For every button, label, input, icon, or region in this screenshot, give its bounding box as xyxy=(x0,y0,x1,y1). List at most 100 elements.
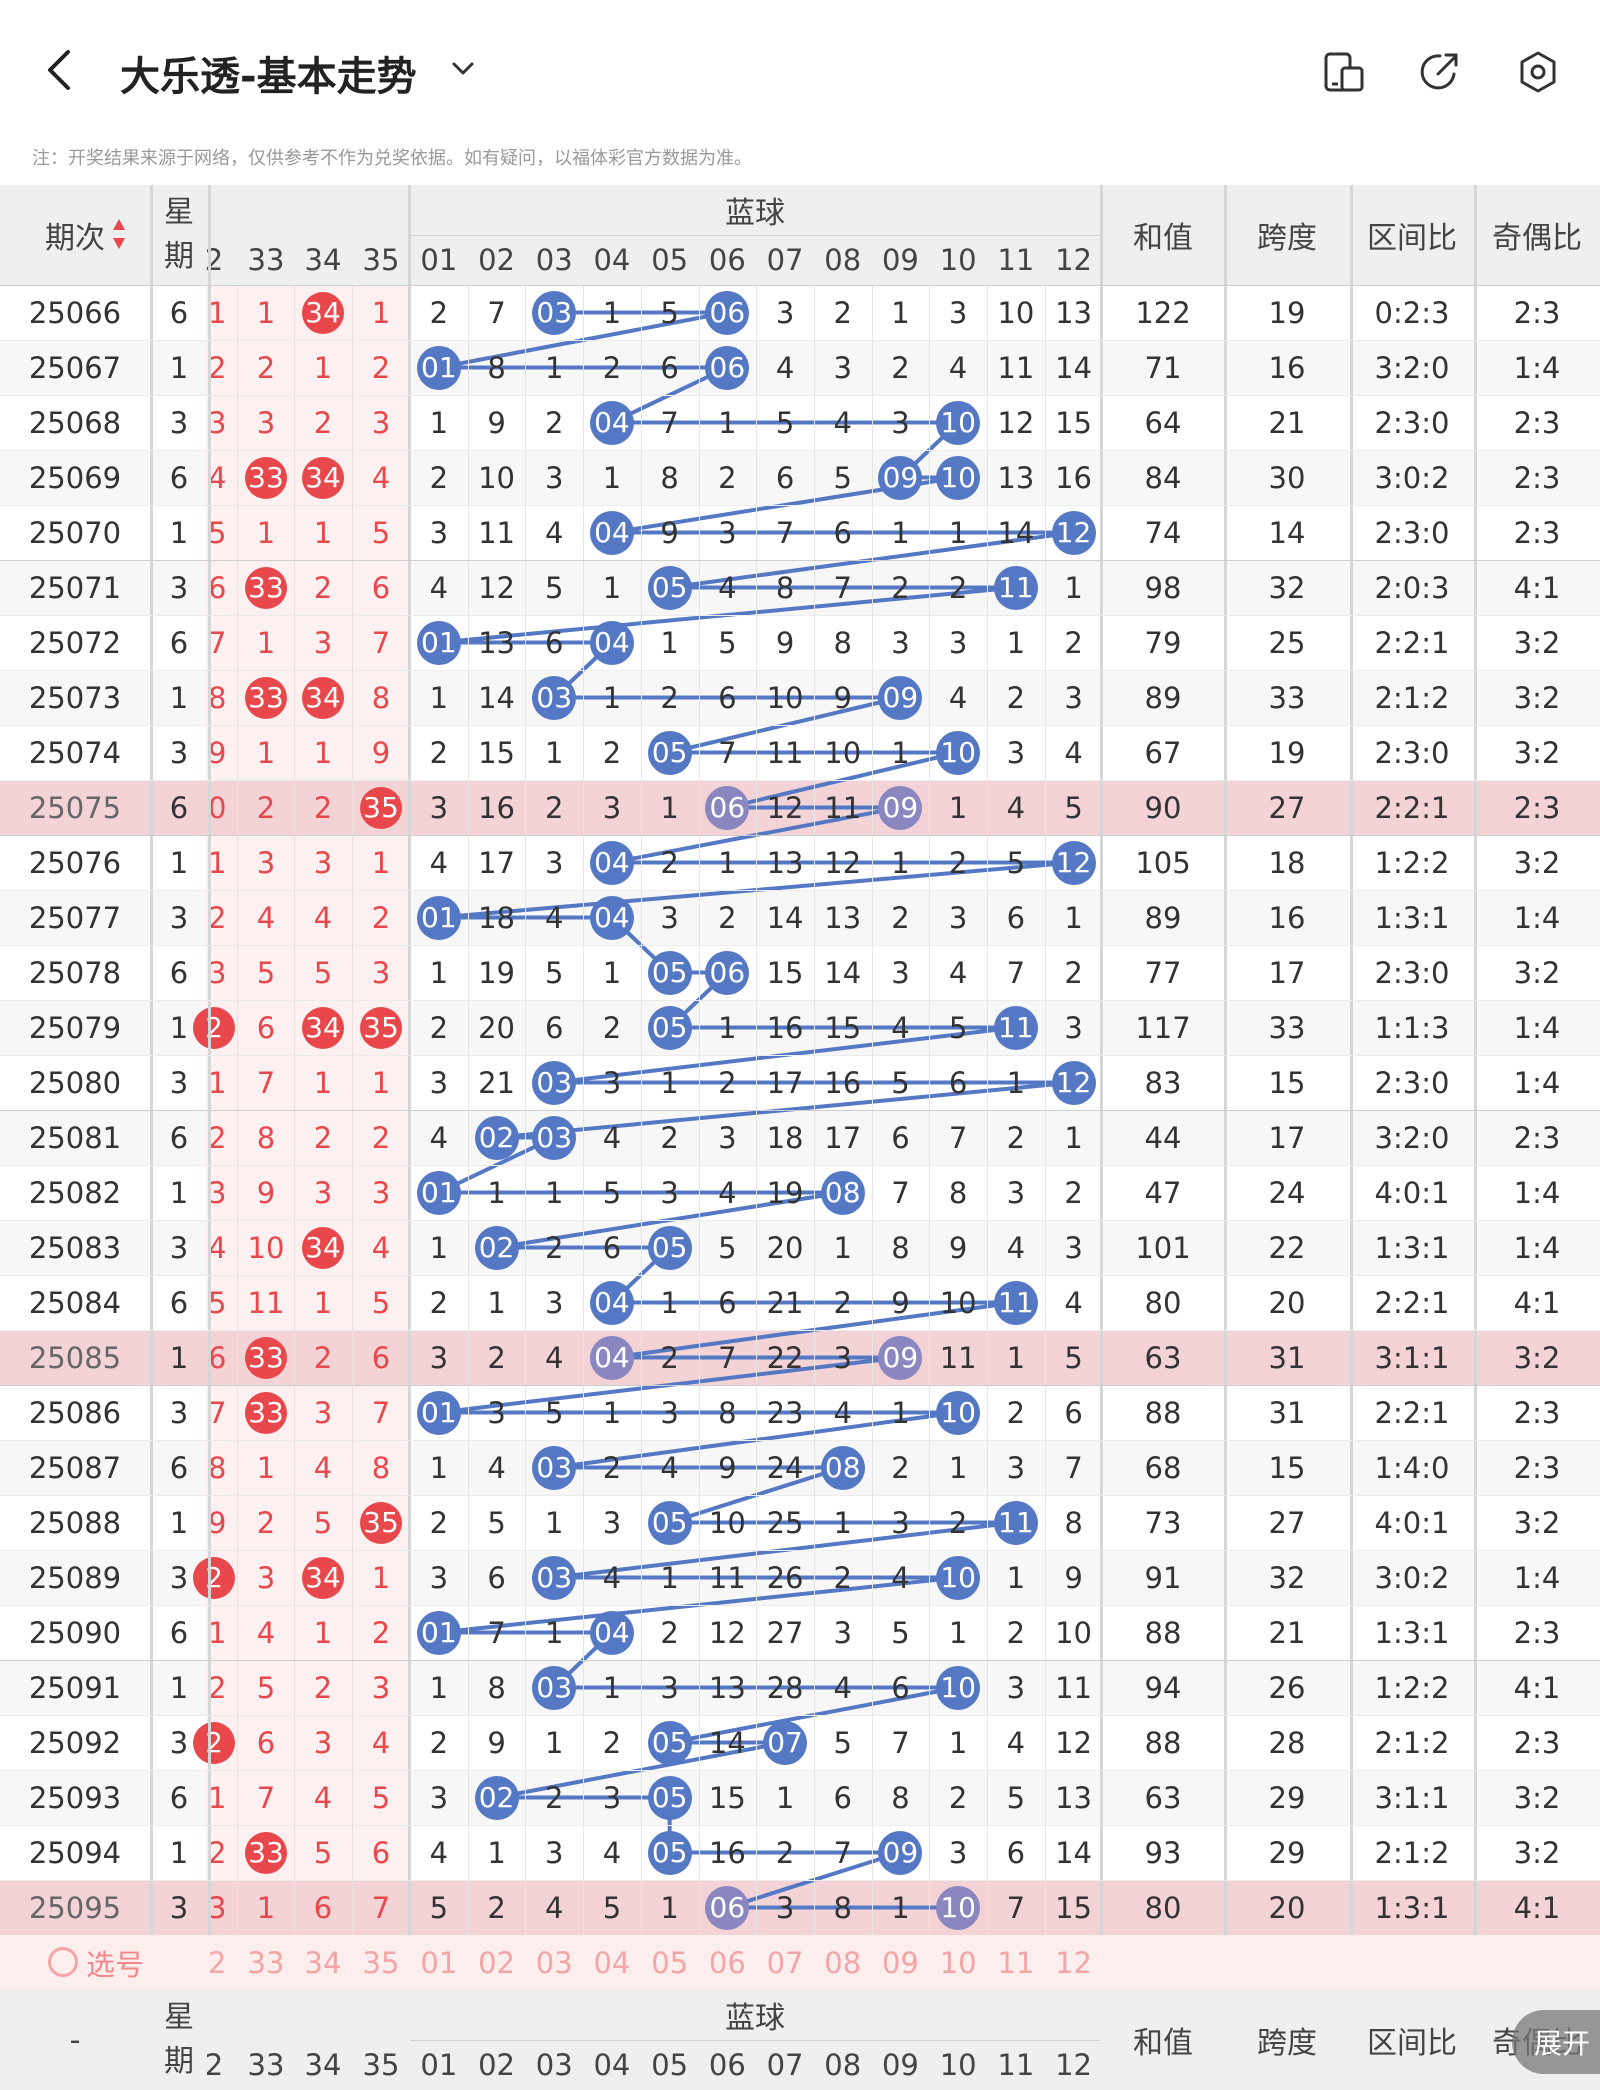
red-miss-cell: 5 xyxy=(371,1285,391,1320)
week-cell: 6 xyxy=(169,1615,189,1650)
blue-ball: 10 xyxy=(936,1885,981,1930)
blue-miss-cell: 4 xyxy=(602,1835,622,1870)
select-blue-cell[interactable]: 09 xyxy=(881,1945,919,1980)
select-blue-cell[interactable]: 07 xyxy=(766,1945,804,1980)
footer-col_span: 跨度 xyxy=(1257,2026,1317,2061)
red-miss-cell: 1 xyxy=(371,1065,391,1100)
blue-miss-cell: 4 xyxy=(833,1395,852,1430)
row-divider xyxy=(0,1605,1600,1606)
blue-miss-cell: 2 xyxy=(833,295,852,330)
select-blue-cell[interactable]: 05 xyxy=(651,1945,689,1980)
red-ball: 35 xyxy=(360,1006,402,1049)
select-blue-cell[interactable]: 12 xyxy=(1055,1945,1092,1980)
col-header-col_oddeven[interactable]: 奇偶比 xyxy=(1492,221,1582,256)
red-miss-cell: 7 xyxy=(371,625,391,660)
blue-miss-cell: 7 xyxy=(833,570,852,605)
zone-cell: 2:1:2 xyxy=(1374,1725,1450,1760)
red-miss-cell: 1 xyxy=(256,735,276,770)
back-icon[interactable] xyxy=(40,48,80,92)
blue-miss-cell: 6 xyxy=(545,625,564,660)
span-cell: 21 xyxy=(1268,405,1306,440)
select-label[interactable]: 选号 xyxy=(86,1947,145,1982)
blue-miss-cell: 11 xyxy=(708,1560,746,1595)
select-blue-cell[interactable]: 03 xyxy=(535,1945,573,1980)
select-blue-cell[interactable]: 11 xyxy=(997,1945,1035,1980)
col-header-issue[interactable]: 期次 xyxy=(45,221,105,256)
blue-miss-cell: 2 xyxy=(429,1010,449,1045)
blue-miss-cell: 1 xyxy=(660,1890,679,1925)
blue-miss-cell: 1 xyxy=(891,515,910,550)
col-header-col_span[interactable]: 跨度 xyxy=(1257,221,1317,256)
blue-ball: 12 xyxy=(1051,840,1096,885)
red-miss-cell: 5 xyxy=(256,955,276,990)
phone-mode-icon[interactable] xyxy=(1322,50,1366,94)
blue-ball: 10 xyxy=(936,1665,981,1710)
blue-miss-cell: 7 xyxy=(1006,955,1026,990)
red-ball: 33 xyxy=(245,1391,287,1434)
red-miss-cell: 3 xyxy=(313,625,333,660)
red-ball: 34 xyxy=(302,1226,344,1269)
col-header-col_sum[interactable]: 和值 xyxy=(1133,221,1193,256)
red-col-header: 35 xyxy=(362,243,400,277)
blue-miss-cell: 2 xyxy=(602,1725,622,1760)
select-blue-cell[interactable]: 10 xyxy=(939,1945,977,1980)
blue-miss-cell: 4 xyxy=(602,1560,622,1595)
blue-ball: 09 xyxy=(878,1830,923,1875)
settings-icon[interactable] xyxy=(1516,50,1560,94)
blue-miss-cell: 1 xyxy=(602,1395,622,1430)
select-red-cell[interactable]: 34 xyxy=(304,1945,342,1980)
select-blue-cell[interactable]: 01 xyxy=(420,1945,458,1980)
blue-miss-cell: 6 xyxy=(660,350,679,385)
blue-ball: 09 xyxy=(878,455,923,500)
select-blue-cell[interactable]: 04 xyxy=(593,1945,631,1980)
red-miss-cell: 7 xyxy=(208,1395,227,1430)
blue-miss-cell: 5 xyxy=(833,460,852,495)
expand-button[interactable]: 展开 xyxy=(1512,2010,1600,2074)
select-blue-cell[interactable]: 06 xyxy=(708,1945,746,1980)
blue-col-header: 12 xyxy=(1055,243,1092,277)
select-blue-cell[interactable]: 02 xyxy=(478,1945,515,1980)
blue-ball: 10 xyxy=(936,1390,981,1435)
select-radio-icon[interactable] xyxy=(48,1947,78,1977)
zone-cell: 3:0:2 xyxy=(1374,460,1450,495)
page-title[interactable]: 大乐透-基本走势 xyxy=(120,54,417,100)
blue-miss-cell: 1 xyxy=(545,735,564,770)
blue-miss-cell: 2 xyxy=(545,405,564,440)
blue-miss-cell: 4 xyxy=(545,515,564,550)
blue-miss-cell: 5 xyxy=(718,1230,737,1265)
blue-miss-cell: 6 xyxy=(948,1065,968,1100)
stripe-bg xyxy=(0,1110,206,1165)
zone-cell: 3:2:0 xyxy=(1374,1120,1450,1155)
select-red-cell[interactable]: 2 xyxy=(208,1945,227,1980)
blue-miss-cell: 14 xyxy=(997,515,1035,550)
share-icon[interactable] xyxy=(1418,50,1462,94)
blue-miss-cell: 1 xyxy=(602,295,622,330)
stripe-bg xyxy=(0,560,206,615)
select-blue-cell[interactable]: 08 xyxy=(824,1945,862,1980)
chevron-down-icon[interactable] xyxy=(448,54,478,84)
span-cell: 20 xyxy=(1268,1285,1306,1320)
week-cell: 3 xyxy=(169,405,189,440)
blue-miss-cell: 1 xyxy=(1064,1120,1083,1155)
red-ball: 33 xyxy=(245,456,287,499)
red-miss-cell: 7 xyxy=(371,1890,391,1925)
col-header-col_zone[interactable]: 区间比 xyxy=(1367,221,1457,256)
blue-miss-cell: 3 xyxy=(429,515,449,550)
blue-miss-cell: 3 xyxy=(948,900,968,935)
blue-miss-cell: 7 xyxy=(775,515,795,550)
select-red-cell[interactable]: 33 xyxy=(247,1945,285,1980)
blue-miss-cell: 4 xyxy=(487,1450,506,1485)
sort-icon[interactable] xyxy=(112,217,126,251)
blue-miss-cell: 3 xyxy=(891,955,910,990)
oddeven-cell: 1:4 xyxy=(1513,1065,1561,1100)
red-miss-cell: 3 xyxy=(371,405,391,440)
blue-miss-cell: 4 xyxy=(833,405,852,440)
blue-miss-cell: 2 xyxy=(602,1010,622,1045)
week-cell: 1 xyxy=(169,1835,189,1870)
blue-miss-cell: 15 xyxy=(1055,1890,1092,1925)
select-red-cell[interactable]: 35 xyxy=(362,1945,400,1980)
blue-miss-cell: 21 xyxy=(766,1285,804,1320)
zone-cell: 1:2:2 xyxy=(1374,845,1450,880)
stripe-bg xyxy=(0,1550,206,1605)
blue-miss-cell: 7 xyxy=(660,405,679,440)
